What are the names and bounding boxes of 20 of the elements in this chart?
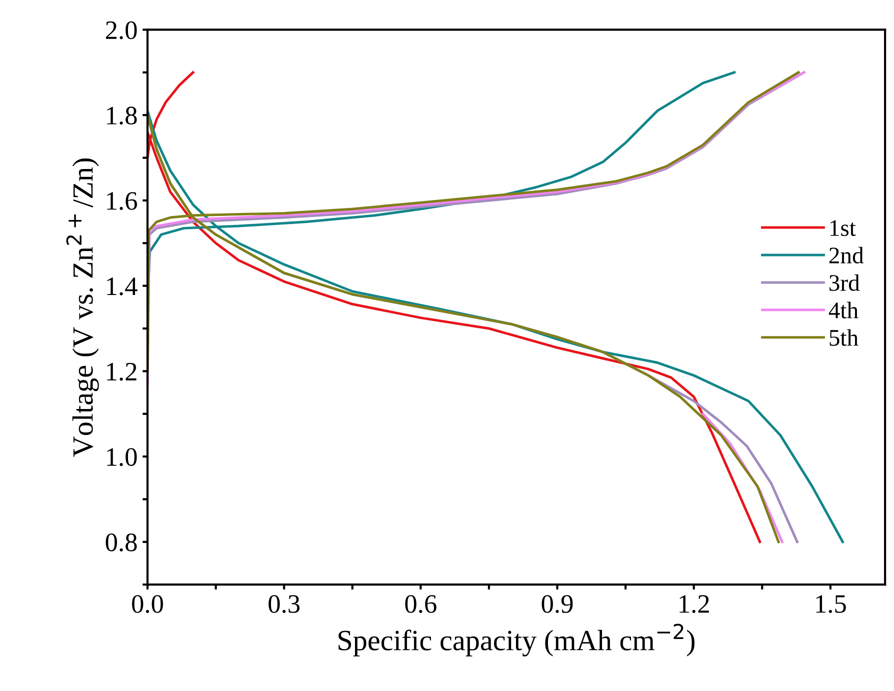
x-tick-label: 1.5 (816, 595, 846, 613)
y-tick-label: 1.8 (107, 106, 137, 125)
legend-label: 4th (828, 302, 858, 318)
x-tick-label: 1.2 (680, 595, 709, 613)
legend-label: 3rd (830, 274, 860, 291)
y-tick-label: 2.0 (106, 21, 137, 40)
x-tick-label: 0.3 (268, 595, 300, 613)
x-tick-label: 0.0 (132, 595, 163, 613)
x-tick-label: 0.6 (405, 595, 436, 613)
y-tick-label: 1.4 (107, 278, 138, 296)
y-tick-label: 1.6 (107, 192, 137, 210)
y-tick-label: 1.0 (107, 448, 137, 466)
x-axis-title: Specific capacity (mAh cm$^{−2}$) (338, 624, 694, 656)
y-axis-title: Voltage (V vs. Zn$^{2+}$/Zn) (66, 158, 99, 457)
x-tick-label: 0.9 (542, 595, 573, 613)
legend-label: 2nd (829, 246, 864, 264)
legend-label: 1st (830, 220, 856, 236)
y-tick-label: 0.8 (106, 534, 137, 552)
legend-label: 5th (830, 329, 858, 346)
y-tick-label: 1.2 (107, 362, 136, 381)
